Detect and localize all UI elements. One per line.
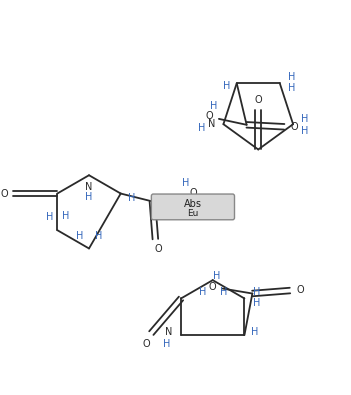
Text: H: H <box>223 81 231 91</box>
Text: H: H <box>253 298 260 308</box>
Text: H: H <box>198 123 205 133</box>
Text: O: O <box>290 122 298 132</box>
Text: H: H <box>85 192 93 202</box>
Text: O: O <box>209 282 217 292</box>
Text: O: O <box>189 188 197 198</box>
Text: O: O <box>296 284 304 295</box>
Text: H: H <box>210 101 218 111</box>
Text: O: O <box>0 188 8 199</box>
Text: O: O <box>205 111 213 121</box>
Text: O: O <box>143 339 150 349</box>
Text: N: N <box>208 119 215 129</box>
Text: Eu: Eu <box>187 209 199 218</box>
Text: O: O <box>254 95 262 105</box>
Text: H: H <box>251 327 258 337</box>
Text: H: H <box>199 287 206 297</box>
Text: H: H <box>77 231 84 241</box>
Text: H: H <box>220 287 227 297</box>
FancyBboxPatch shape <box>151 194 234 220</box>
Text: H: H <box>46 212 53 222</box>
Text: H: H <box>213 271 220 281</box>
Text: H: H <box>128 194 135 203</box>
Text: H: H <box>164 339 171 349</box>
Text: O: O <box>154 244 162 254</box>
Text: H: H <box>61 211 69 221</box>
Text: H: H <box>183 178 190 188</box>
Text: H: H <box>253 286 260 297</box>
Text: H: H <box>95 231 102 241</box>
Text: H: H <box>301 126 309 136</box>
Text: H: H <box>288 83 295 93</box>
Text: N: N <box>165 327 173 337</box>
Text: H: H <box>288 72 295 82</box>
Text: Abs: Abs <box>184 199 202 209</box>
Text: H: H <box>301 114 309 124</box>
Text: N: N <box>85 182 93 192</box>
